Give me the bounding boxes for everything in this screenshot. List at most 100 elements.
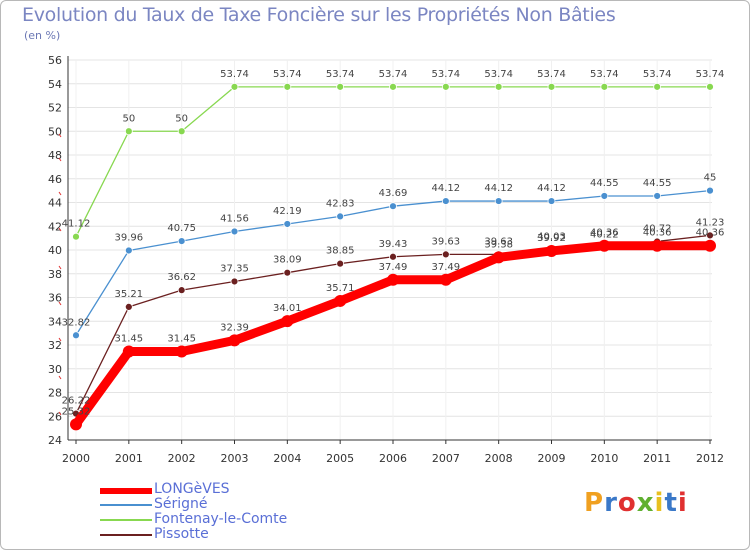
y-tick-label: 56 [48,54,62,67]
x-tick-label: 2011 [643,452,671,465]
data-point [228,334,241,347]
data-label: 40.03 [537,232,566,243]
data-label: 35.21 [115,289,144,300]
y-tick-label: 46 [48,173,62,186]
data-point [70,418,82,431]
data-point [651,239,664,252]
data-label: 41.56 [220,213,249,224]
data-point [230,227,239,236]
data-label: 45 [704,173,717,184]
data-label: 38.09 [273,255,302,266]
data-label: 50 [175,113,188,124]
x-tick-label: 2005 [326,452,354,465]
data-point [494,197,503,205]
y-tick-label: 42 [48,220,62,233]
data-point [334,294,347,307]
x-tick-label: 2007 [432,452,460,465]
x-tick-label: 2012 [696,452,724,465]
data-point [389,252,397,261]
y-tick-label: 44 [48,197,62,210]
legend-label-pissotte: Pissotte [154,526,209,542]
data-point [230,277,239,286]
axis-mark [58,337,62,342]
axis-mark [58,265,62,270]
data-point [492,251,505,264]
data-label: 44.12 [484,183,513,194]
data-point [439,273,452,286]
legend-swatch-serigne [100,504,152,506]
data-label: 53.74 [220,69,249,80]
data-point [387,273,399,286]
data-point [124,246,133,255]
data-label: 38.85 [326,246,355,257]
data-point [441,250,450,259]
data-point [547,82,556,91]
axis-mark [58,133,62,138]
legend-label-longeves: LONGèVES [154,481,230,497]
x-tick-label: 2009 [538,452,566,465]
data-label: 37.49 [432,262,461,273]
data-point [124,127,133,136]
data-label: 53.74 [590,69,619,80]
data-point [389,202,397,211]
data-label: 53.74 [326,69,355,80]
data-point [598,239,611,252]
y-tick-label: 30 [48,363,62,376]
y-tick-label: 40 [48,244,62,257]
data-label: 37.49 [379,262,408,273]
y-tick-label: 52 [48,102,62,115]
data-label: 43.69 [379,188,408,199]
data-point [336,212,345,221]
data-label: 40.36 [696,228,725,239]
data-label: 31.45 [167,334,196,345]
x-tick-label: 2001 [115,452,143,465]
data-point [283,82,292,91]
data-point [600,192,609,200]
data-label: 44.12 [537,183,566,194]
y-tick-label: 54 [48,78,62,91]
data-label: 53.74 [484,69,513,80]
data-label: 44.55 [590,178,619,189]
data-label: 53.74 [379,69,408,80]
data-label: 53.74 [643,69,672,80]
data-point [177,237,186,245]
data-point [494,82,503,91]
data-label: 40.72 [643,223,672,234]
data-point [706,82,714,91]
data-label: 53.74 [432,69,461,80]
x-tick-label: 2006 [379,452,407,465]
data-label: 39.63 [432,236,461,247]
data-label: 39.92 [537,233,566,244]
data-point [283,268,292,277]
y-tick-label: 36 [48,292,62,305]
axis-mark [58,301,62,306]
data-point [653,82,662,91]
data-label: 40.22 [590,229,619,240]
data-label: 31.45 [115,334,144,345]
data-label: 44.12 [432,183,461,194]
data-point [653,192,662,200]
data-label: 26.22 [62,396,91,407]
data-label: 39.38 [484,239,513,250]
x-tick-label: 2004 [273,452,301,465]
legend-swatch-longeves [100,488,152,494]
x-tick-label: 2008 [485,452,513,465]
y-tick-label: 48 [48,149,62,162]
data-label: 35.71 [326,283,355,294]
y-tick-label: 32 [48,339,62,352]
data-label: 42.19 [273,206,302,217]
data-point [177,286,186,295]
data-label: 42.83 [326,198,355,209]
data-point [281,315,294,328]
data-label: 41.12 [62,219,91,230]
legend-item-pissotte: Pissotte [100,526,360,543]
data-label: 25.32 [62,406,91,417]
axis-mark [58,191,62,196]
y-tick-label: 24 [48,434,62,447]
legend-label-serigne: Sérigné [154,496,208,512]
data-point [72,331,80,340]
axis-mark [58,411,62,416]
data-point [124,302,133,311]
x-tick-label: 2000 [62,452,90,465]
